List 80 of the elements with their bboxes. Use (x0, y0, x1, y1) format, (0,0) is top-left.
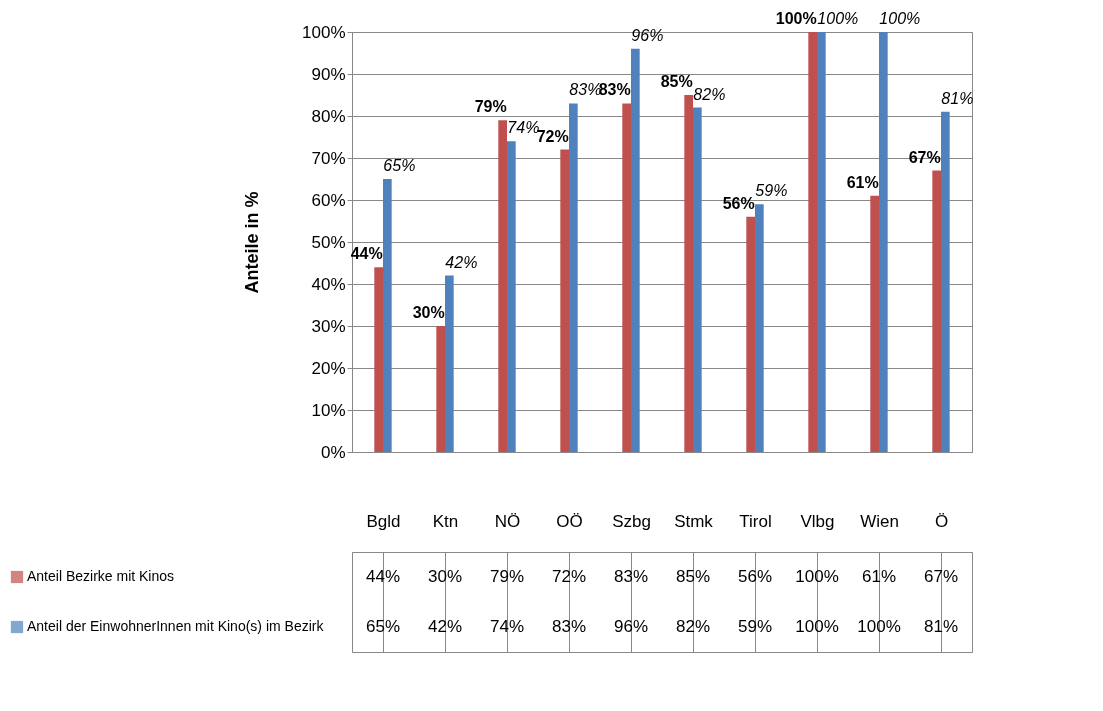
bar (383, 179, 392, 452)
x-tick-label: OÖ (556, 511, 583, 531)
y-tick-label: 100% (302, 22, 346, 42)
y-tick-label: 60% (311, 190, 346, 210)
y-tick-label: 10% (311, 400, 346, 420)
text: 79% (474, 98, 507, 116)
data-label: 79% (489, 567, 525, 586)
x-tick-label: Stmk (674, 511, 714, 531)
y-tick-label: 0% (320, 442, 346, 462)
x-tick-label: Ö (934, 511, 949, 531)
data-label: 83% (551, 617, 587, 636)
data-label: 100% (795, 617, 839, 636)
text: 67% (908, 148, 941, 166)
legend-label: Anteil Bezirke mit Kinos (27, 568, 175, 584)
bar (436, 326, 445, 452)
data-label: 67% (923, 567, 959, 586)
bar (631, 48, 640, 452)
data-label: 96% (613, 617, 649, 636)
data-label: 100% (857, 617, 901, 636)
text: 30% (412, 304, 445, 321)
bar (870, 195, 879, 452)
data-label: 81% (923, 617, 959, 636)
y-tick-label: 70% (311, 148, 346, 168)
text: 44% (350, 245, 383, 263)
bar (932, 170, 941, 452)
data-label: 61% (861, 567, 897, 586)
data-label: 42% (427, 617, 463, 636)
data-label: 74% (489, 617, 525, 636)
y-tick-label: 50% (311, 232, 346, 252)
data-label: 72% (551, 567, 587, 586)
text: 96% (631, 26, 664, 44)
x-tick-label: Vlbg (800, 511, 835, 531)
bar (746, 216, 755, 452)
bar (941, 111, 950, 452)
bar (569, 103, 578, 452)
data-label: 65% (365, 617, 401, 636)
bar (684, 95, 693, 452)
bar (445, 275, 454, 452)
bar (755, 204, 764, 452)
data-label: 59% (737, 617, 773, 636)
data-label: 82% (675, 617, 711, 636)
y-axis-title: Anteile in % (242, 191, 263, 294)
bar (879, 32, 888, 452)
bar (693, 107, 702, 452)
text: 61% (846, 173, 879, 191)
data-label: 56% (737, 567, 773, 586)
bar (374, 267, 383, 452)
text: 65% (383, 157, 416, 174)
y-tick-label: 40% (311, 274, 346, 294)
text: 59% (755, 182, 788, 200)
y-tick-label: 80% (311, 106, 346, 126)
x-tick-label: NÖ (494, 511, 521, 531)
data-label: 30% (427, 567, 463, 586)
text: 81% (941, 89, 974, 107)
y-tick-label: 30% (311, 316, 346, 336)
x-tick-label: Szbg (612, 511, 651, 531)
bar (808, 32, 817, 452)
data-label: 85% (675, 567, 711, 586)
y-tick-label: 90% (311, 64, 346, 84)
text: 100% (817, 10, 859, 27)
bar (560, 149, 569, 452)
text: 56% (722, 194, 755, 212)
x-tick-label: Ktn (432, 511, 459, 531)
text: 82% (693, 85, 726, 103)
legend-label: Anteil der EinwohnerInnen mit Kino(s) im Bezirk (27, 618, 325, 634)
text: 42% (445, 253, 478, 271)
data-label: 83% (613, 567, 649, 586)
bar (622, 103, 631, 452)
bar (498, 120, 507, 452)
text: 100% (775, 10, 817, 27)
x-tick-label: Bgld (366, 511, 401, 531)
bar (507, 141, 516, 452)
y-tick-label: 20% (311, 358, 346, 378)
data-label: 44% (365, 567, 401, 586)
text: 100% (879, 10, 921, 27)
x-tick-label: Tirol (739, 511, 772, 531)
bar (817, 32, 826, 452)
x-tick-label: Wien (860, 511, 899, 531)
text: 85% (660, 73, 693, 90)
data-label: 100% (795, 567, 839, 586)
